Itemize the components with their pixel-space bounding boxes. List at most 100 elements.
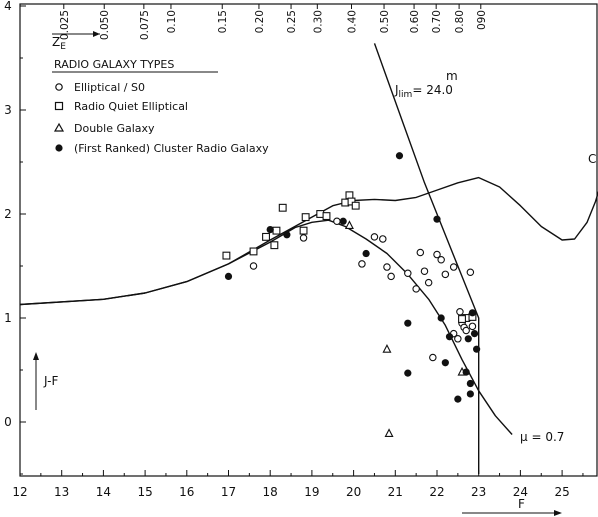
x-tick-label: 16 bbox=[179, 485, 194, 499]
point-cluster bbox=[283, 231, 291, 239]
point-radio-quiet bbox=[458, 315, 466, 323]
y-axis-label: J-F bbox=[43, 374, 58, 388]
point-cluster bbox=[462, 368, 470, 376]
point-cluster bbox=[437, 314, 445, 322]
point-elliptical bbox=[420, 267, 429, 275]
point-elliptical bbox=[433, 250, 441, 259]
y-axis-arrow-head bbox=[33, 352, 39, 360]
point-cluster bbox=[473, 345, 481, 353]
top-tick-label: 0.60 bbox=[409, 10, 421, 33]
point-elliptical bbox=[387, 272, 395, 281]
top-axis-title: ZE bbox=[52, 31, 100, 52]
point-radio-quiet bbox=[322, 212, 331, 221]
point-elliptical bbox=[462, 326, 470, 335]
jlim-superscript: m bbox=[446, 69, 458, 83]
x-tick-label: 17 bbox=[221, 485, 236, 499]
point-layer bbox=[222, 152, 481, 437]
point-cluster bbox=[468, 309, 477, 317]
point-cluster bbox=[395, 152, 404, 160]
point-elliptical bbox=[416, 248, 425, 257]
point-elliptical bbox=[383, 263, 391, 271]
point-cluster bbox=[362, 249, 370, 258]
point-elliptical bbox=[454, 335, 462, 343]
y-tick-label: 1 bbox=[4, 311, 12, 325]
y-tick-label: 0 bbox=[4, 415, 12, 429]
point-elliptical bbox=[333, 217, 341, 226]
curve-c bbox=[19, 176, 598, 306]
x-tick-label: 25 bbox=[554, 485, 569, 499]
point-double bbox=[344, 220, 354, 229]
x-axis-arrow-head bbox=[554, 510, 562, 516]
point-double bbox=[384, 428, 394, 437]
point-elliptical bbox=[429, 353, 437, 362]
top-tick-label: 0.025 bbox=[59, 10, 71, 40]
point-radio-quiet bbox=[347, 197, 356, 206]
point-radio-quiet bbox=[301, 213, 310, 222]
point-cluster bbox=[404, 319, 412, 327]
x-tick-label: 24 bbox=[513, 485, 528, 499]
point-cluster bbox=[339, 217, 347, 225]
x-axis-label: F bbox=[518, 497, 525, 511]
curve-c-label: C bbox=[588, 152, 596, 166]
legend: RADIO GALAXY TYPES Elliptical / S0 Radio… bbox=[52, 58, 269, 155]
x-tick-label: 22 bbox=[429, 485, 444, 499]
point-radio-quiet bbox=[299, 226, 308, 235]
top-tick-label: 0.50 bbox=[379, 10, 391, 33]
x-tick-label: 21 bbox=[388, 485, 403, 499]
legend-filled-circle-marker bbox=[55, 144, 63, 152]
top-tick-label: 0.70 bbox=[431, 10, 443, 33]
point-cluster bbox=[404, 369, 412, 377]
point-elliptical bbox=[370, 233, 379, 241]
top-tick-label: 0.050 bbox=[99, 10, 111, 40]
legend-entry-elliptical: Elliptical / S0 bbox=[74, 81, 145, 94]
legend-open-triangle-marker bbox=[53, 122, 65, 132]
point-cluster bbox=[464, 335, 472, 343]
curve--0-7 bbox=[19, 219, 513, 435]
point-cluster bbox=[470, 330, 479, 338]
point-elliptical bbox=[468, 322, 477, 331]
point-double bbox=[382, 343, 392, 353]
point-cluster bbox=[441, 359, 449, 367]
point-elliptical bbox=[456, 308, 464, 316]
point-radio-quiet bbox=[351, 201, 360, 210]
curve-j-lim bbox=[373, 43, 480, 474]
top-tick-label: 0.40 bbox=[347, 10, 359, 33]
point-elliptical bbox=[249, 262, 258, 270]
x-tick-label: 12 bbox=[12, 485, 27, 499]
point-elliptical bbox=[412, 285, 420, 293]
point-radio-quiet bbox=[249, 247, 258, 256]
y-tick-label: 2 bbox=[4, 207, 12, 221]
top-tick-label: 0.25 bbox=[286, 10, 298, 33]
point-elliptical bbox=[379, 235, 387, 243]
curve-layer bbox=[19, 43, 598, 474]
jlim-label: Jlim= 24.0 bbox=[394, 83, 453, 100]
point-cluster bbox=[466, 390, 474, 398]
x-tick-label: 20 bbox=[346, 485, 361, 499]
point-cluster bbox=[266, 226, 274, 234]
top-tick-label: 0.20 bbox=[254, 10, 266, 33]
point-elliptical bbox=[299, 234, 308, 242]
point-elliptical bbox=[358, 260, 366, 268]
x-tick-label: 18 bbox=[263, 485, 278, 499]
legend-title: RADIO GALAXY TYPES bbox=[54, 58, 174, 71]
top-tick-label: 0.15 bbox=[217, 10, 229, 33]
curve-mu-label: μ = 0.7 bbox=[520, 430, 564, 444]
point-cluster bbox=[454, 395, 462, 403]
plot-frame bbox=[19, 3, 598, 477]
point-elliptical bbox=[437, 256, 445, 264]
top-tick-label: 0.80 bbox=[454, 10, 466, 33]
legend-open-square-marker bbox=[54, 101, 64, 111]
point-radio-quiet bbox=[222, 251, 231, 260]
point-radio-quiet bbox=[262, 232, 270, 241]
point-cluster bbox=[466, 379, 474, 388]
point-cluster bbox=[224, 272, 233, 280]
top-tick-label: 0.30 bbox=[312, 10, 324, 33]
top-tick-label: 090 bbox=[476, 10, 488, 30]
x-tick-label: 15 bbox=[137, 485, 152, 499]
point-cluster bbox=[445, 333, 454, 341]
point-elliptical bbox=[404, 269, 412, 278]
point-radio-quiet bbox=[278, 203, 287, 212]
point-elliptical bbox=[441, 270, 450, 279]
